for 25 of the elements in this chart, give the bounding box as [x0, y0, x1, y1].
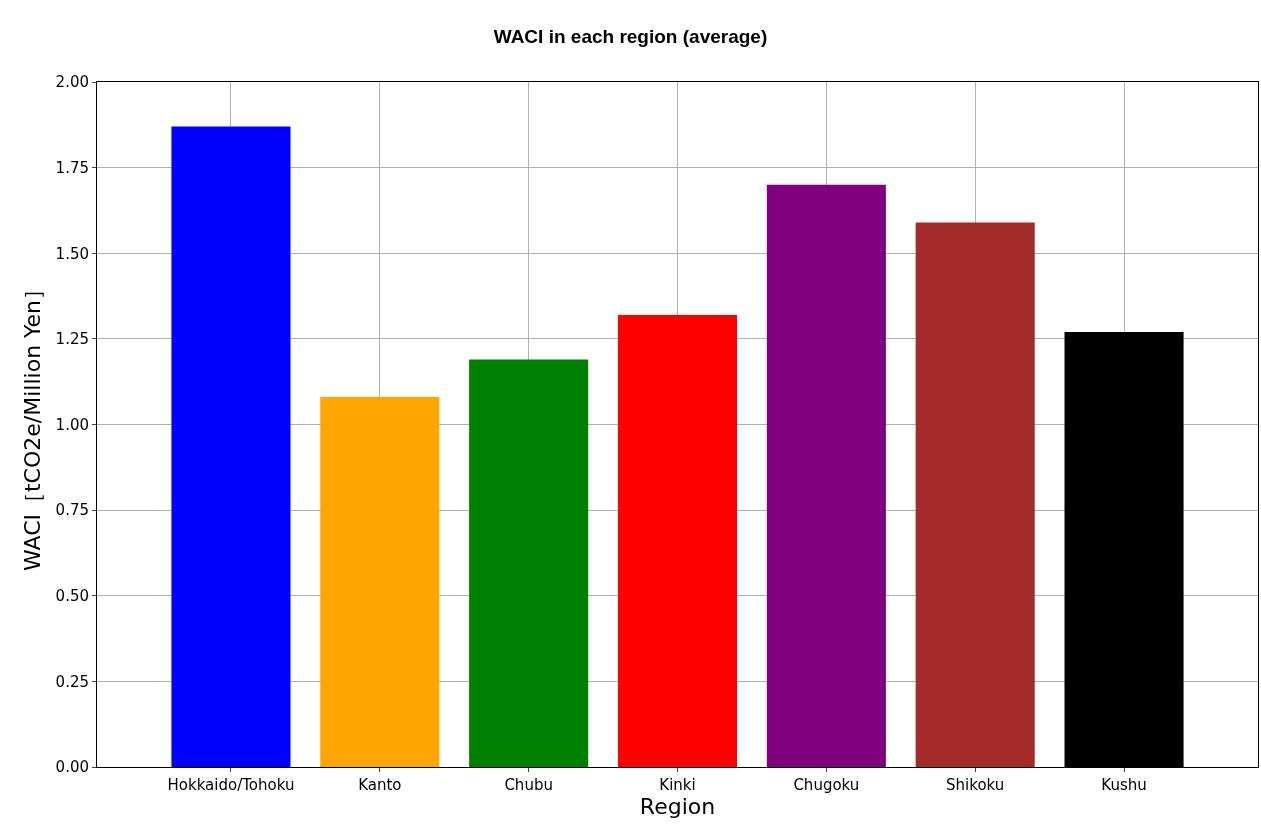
y-tick-label: 1.25: [55, 330, 89, 349]
bar: [469, 359, 589, 767]
x-tick-label: Kinki: [659, 776, 696, 794]
x-tick-label: Hokkaido/Tohoku: [167, 776, 295, 794]
bar: [617, 314, 738, 767]
x-tick-label: Shikoku: [946, 776, 1005, 794]
y-tick-label: 2.00: [55, 73, 89, 92]
x-tick-label: Chubu: [504, 776, 553, 794]
y-tick-label: 1.50: [55, 244, 89, 263]
bar: [915, 222, 1035, 767]
x-tick-label: Kushu: [1101, 776, 1147, 794]
y-axis-title: WACI［tCO2e/Million Yen］: [20, 277, 46, 572]
x-tick-label: Kanto: [358, 776, 402, 794]
x-axis-title: Region: [639, 794, 716, 819]
y-tick-label: 0.25: [55, 672, 89, 691]
chart-title: WACI in each region (average): [493, 25, 768, 47]
bar: [320, 397, 440, 767]
bar: [171, 126, 291, 767]
y-tick-label: 1.75: [55, 158, 89, 177]
y-tick-label: 0.75: [55, 501, 89, 520]
y-tick-label: 0.00: [55, 758, 89, 777]
y-tick-label: 0.50: [55, 587, 89, 605]
y-tick-label: 1.00: [55, 415, 89, 434]
x-tick-label: Chugoku: [793, 776, 860, 794]
bar: [766, 184, 886, 767]
